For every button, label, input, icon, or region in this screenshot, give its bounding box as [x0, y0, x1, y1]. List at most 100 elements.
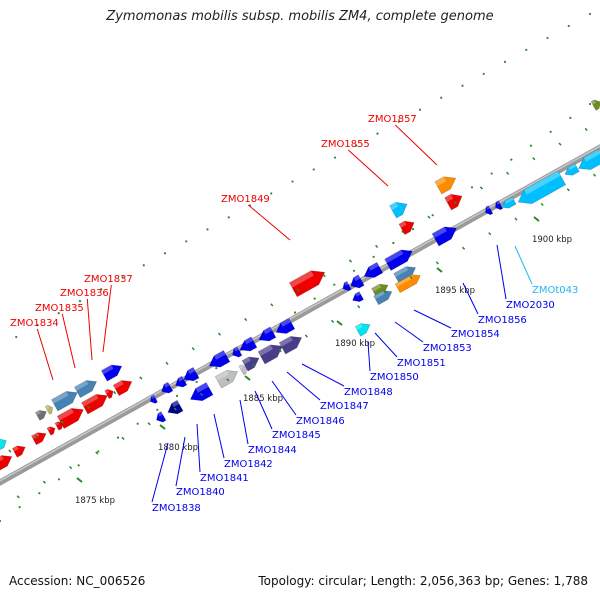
gene-shine	[496, 200, 500, 205]
minor-tick	[226, 378, 230, 382]
gene-arrow	[352, 291, 364, 303]
gene-arrow	[239, 336, 258, 352]
gene-label: ZMO1838	[152, 503, 201, 514]
guide-dot	[549, 130, 552, 133]
guide-dot	[397, 120, 400, 123]
gene-shine	[289, 270, 314, 288]
gene-shine	[368, 262, 379, 271]
guide-dot	[372, 255, 375, 258]
leader-line	[347, 149, 389, 187]
gene-arrow	[257, 344, 283, 365]
minor-tick	[278, 349, 282, 353]
gene-label: ZMO1854	[451, 329, 500, 340]
gene-body	[257, 344, 283, 365]
gene-label: ZMO2030	[506, 300, 555, 311]
guide-dot	[588, 102, 592, 106]
gene-shine	[242, 356, 251, 365]
gene-body	[239, 336, 258, 352]
gene-body	[208, 350, 231, 368]
guide-dot	[567, 24, 570, 28]
gene-label: ZMO1848	[344, 387, 393, 398]
gene-label: ZMOt043	[532, 285, 578, 296]
gene-shine	[591, 99, 596, 105]
minor-tick	[514, 217, 518, 221]
gene-shine	[568, 163, 577, 171]
minor-tick	[304, 334, 308, 338]
gene-arrow	[238, 364, 247, 376]
gene-shine	[395, 274, 414, 288]
gene-body	[74, 380, 98, 399]
minor-tick	[566, 188, 570, 192]
gene-arrow	[156, 411, 167, 423]
guide-dot	[503, 60, 507, 63]
gene-labels: ZMO1834 ZMO1835 ZMO1836 ZMO1837 ZMO1849 ZMO18…	[10, 114, 578, 514]
gene-body	[384, 249, 413, 271]
leader-line	[36, 328, 54, 381]
genome-backbone	[0, 144, 600, 486]
gene-label: ZMO1837	[84, 274, 133, 285]
gene-body	[150, 394, 158, 404]
gene-arrow	[56, 408, 84, 429]
leader-line	[394, 321, 424, 343]
gene-body	[431, 226, 457, 247]
gene-body	[46, 426, 56, 436]
minor-tick	[348, 259, 352, 263]
minor-tick	[34, 434, 38, 439]
leader-line	[175, 436, 186, 487]
leader-line	[102, 284, 112, 353]
leader-line	[271, 380, 297, 416]
gene-label: ZMO1835	[35, 303, 84, 314]
gene-body	[590, 99, 600, 111]
gene-arrow	[354, 323, 371, 337]
minor-tick	[479, 186, 483, 190]
gene-arrow	[373, 290, 393, 306]
gene-shine	[157, 411, 163, 417]
scale-ticks: 1875 kbp 1880 kbp 1885 kbp 1890 kbp 1895 kbp…	[8, 127, 597, 506]
gene-body	[11, 445, 26, 458]
leader-line	[239, 399, 249, 445]
gene-shine	[258, 344, 273, 357]
gene-body	[44, 404, 53, 415]
gene-arrow	[214, 370, 239, 389]
minor-tick	[375, 244, 379, 249]
gene-label: ZMO1845	[272, 430, 321, 441]
gene-arrow	[394, 274, 421, 294]
gene-body	[354, 323, 371, 337]
gene-shine	[280, 318, 291, 327]
gene-label: ZMO1834	[10, 318, 59, 329]
gene-label: ZMO1846	[296, 416, 345, 427]
tick-label: 1885 kbp	[243, 394, 283, 404]
gene-label: ZMO1856	[478, 315, 527, 326]
gene-body	[578, 149, 600, 170]
minor-tick	[173, 407, 177, 411]
gene-shine	[104, 389, 110, 394]
minor-tick	[488, 232, 492, 236]
gene-body	[183, 366, 200, 382]
gene-body	[51, 391, 78, 412]
minor-tick	[453, 200, 457, 205]
gene-shine	[81, 394, 99, 407]
leader-line	[151, 442, 169, 503]
gene-body	[444, 193, 463, 211]
gene-body	[258, 326, 277, 342]
minor-tick	[540, 202, 544, 207]
gene-body	[278, 336, 303, 355]
guide-dot	[588, 12, 592, 16]
gene-body	[161, 381, 174, 394]
map-title: Zymomonas mobilis subsp. mobilis ZM4, co…	[106, 9, 494, 24]
tick-mark	[159, 424, 166, 430]
leader-line	[286, 371, 321, 401]
gene-label: ZMO1842	[224, 459, 273, 470]
guide-dot	[0, 519, 2, 523]
gene-body	[394, 274, 421, 294]
gene-body	[238, 364, 247, 376]
guide-dot	[392, 241, 395, 245]
guide-dot	[121, 276, 124, 279]
gene-shine	[389, 202, 399, 211]
gene-label: ZMO1855	[321, 139, 370, 150]
backbone-line	[0, 144, 600, 486]
leader-line	[247, 204, 291, 241]
minor-tick	[113, 391, 117, 395]
minor-tick	[191, 347, 195, 351]
guide-dot	[215, 367, 218, 370]
